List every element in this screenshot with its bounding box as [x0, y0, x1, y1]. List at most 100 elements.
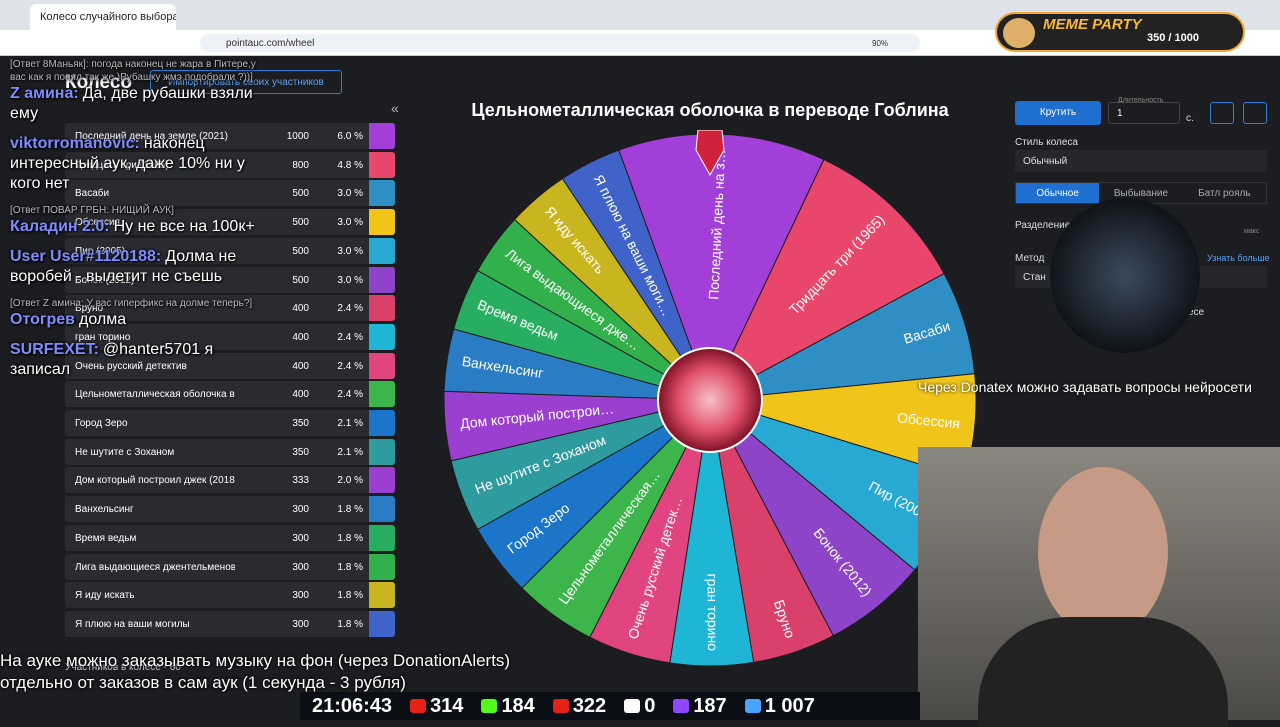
- lot-color: [369, 323, 395, 350]
- lot-name: Я плюю на ваши могилы: [75, 618, 190, 630]
- lot-amount: 300: [292, 590, 309, 602]
- chat-message: [Ответ Z амина: У вас гиперфикс на долме…: [10, 297, 265, 330]
- stat-value: 21:06:43: [312, 694, 393, 717]
- lot-color: [369, 410, 395, 436]
- zoom-level[interactable]: 90%: [872, 39, 889, 48]
- browser-tab[interactable]: Колесо случайного выбора –: [30, 4, 176, 30]
- chat-message: [Ответ 8Маньяк]: погода наконец не жара …: [10, 58, 265, 124]
- learn-more[interactable]: Узнать больше: [1207, 253, 1270, 263]
- duration-input[interactable]: 1: [1108, 102, 1180, 124]
- lot-amount: 500: [292, 188, 309, 200]
- lot-name: Дом который построил джек (2018): [75, 475, 235, 487]
- lot-row: Обсессия 500 3.0 %: [65, 209, 395, 236]
- lot-percent: 6.0 %: [337, 131, 363, 142]
- lot-amount: 400: [292, 303, 309, 315]
- chat-message: viktorromanovic: наконец интересный аук, …: [10, 134, 265, 194]
- chat-overlay: [Ответ 8Маньяк]: погода наконец не жара …: [10, 58, 265, 390]
- lot-row: Бонок (2012) 500 3.0 %: [65, 266, 395, 293]
- lot-color: [369, 237, 395, 264]
- lot-amount: 800: [292, 159, 309, 171]
- chat-line: User User#1120188: Долма не воробей - выл…: [10, 247, 265, 287]
- lot-amount: 350: [292, 446, 309, 458]
- wheel-segment: [708, 158, 945, 402]
- lot-percent: 2.4 %: [337, 303, 363, 315]
- duration-label: Длительность: [1118, 97, 1164, 104]
- wheel[interactable]: Последний день на з… Тридцать три (1965)В…: [440, 130, 980, 670]
- lot-percent: 3.0 %: [337, 217, 363, 229]
- chat-reply: [Ответ 8Маньяк]: погода наконец не жара …: [10, 59, 256, 83]
- lot-amount: 500: [292, 217, 309, 229]
- chat-message: SURFEXET: @hanter5701 я записал: [10, 340, 265, 380]
- lot-color: [369, 438, 395, 465]
- lot-percent: 1.8 %: [337, 618, 363, 630]
- stat-value: 322: [572, 694, 607, 717]
- stat-icon: [624, 699, 641, 713]
- lot-amount: 400: [292, 389, 309, 401]
- ticker-line: отдельно от заказов в сам аук (1 секунда…: [0, 673, 406, 692]
- chat-text: @hanter5701 я записал: [10, 341, 214, 378]
- lot-name: Ванхельсинг: [75, 504, 134, 516]
- stat-icon: [410, 699, 427, 713]
- mode-tab[interactable]: Выбывание: [1113, 188, 1169, 199]
- lot-row: Цельнометаллическая оболочка в переводе.…: [65, 381, 395, 408]
- lot-row: Время ведьм 300 1.8 %: [65, 524, 395, 551]
- chat-message: [Ответ ПОВАР ГРБН: НИЩИЙ АУК] Каладин 2.0…: [10, 204, 265, 237]
- lot-amount: 300: [292, 504, 309, 516]
- max: макс: [1244, 228, 1260, 235]
- stat-icon: [744, 699, 761, 713]
- random-button[interactable]: [1210, 102, 1234, 124]
- lot-percent: 2.0 %: [337, 475, 363, 487]
- lot-row: гран торино 400 2.4 %: [65, 323, 395, 350]
- spin-button[interactable]: Крутить: [1015, 101, 1101, 125]
- wheel-segment: [561, 149, 711, 401]
- lot-name: Время ведьм: [75, 532, 137, 544]
- chat-user: SURFEXET:: [10, 341, 99, 358]
- face: [1038, 467, 1168, 637]
- wheel-center: [657, 347, 763, 453]
- style-select[interactable]: Обычный: [1015, 150, 1267, 172]
- lot-percent: 2.4 %: [337, 360, 363, 372]
- lot-color: [369, 295, 395, 322]
- chat-reply: [Ответ Z амина: У вас гиперфикс на долме…: [10, 298, 253, 309]
- lot-row: Не шутите с Зоханом 350 2.1 %: [65, 438, 395, 465]
- chat-line: Каладин 2.0: Ну не все на 100к+: [10, 217, 265, 237]
- lot-row: Очень русский детектив 400 2.4 %: [65, 352, 395, 379]
- chat-user: Отогрев: [10, 311, 76, 328]
- stat-icon: [673, 699, 690, 713]
- import-button[interactable]: Импортировать своих участников: [150, 70, 342, 94]
- chat-text: долма: [79, 311, 127, 328]
- lot-color: [369, 123, 395, 149]
- brand: MEME PARTY: [1043, 16, 1142, 33]
- collapse[interactable]: «: [391, 100, 399, 116]
- mode-tab[interactable]: Батл рояль: [1198, 188, 1251, 199]
- lot-percent: 3.0 %: [337, 245, 363, 257]
- lot-name: Бонок (2012): [75, 274, 135, 286]
- donatex-note: Через Donatex можно задавать вопросы ней…: [918, 379, 1252, 395]
- mode-tab[interactable]: Обычное: [1016, 183, 1100, 203]
- lot-name: Лига выдающиеся джентельменов: [75, 561, 235, 573]
- lot-name: Не шутите с Зоханом: [75, 446, 175, 458]
- lot-row: Я плюю на ваши могилы 300 1.8 %: [65, 610, 395, 637]
- chat-text: наконец интересный аук, даже 10% ни у ко…: [10, 135, 245, 192]
- participants: Участников в колесе - 60: [65, 662, 181, 673]
- lot-name: Я иду искать: [75, 590, 135, 602]
- music-button[interactable]: [1243, 102, 1267, 124]
- lot-row: Васаби 500 3.0 %: [65, 180, 395, 207]
- chat-line: Отогрев долма: [10, 310, 265, 330]
- lot-color: [369, 467, 395, 494]
- shirt: [978, 617, 1228, 727]
- lot-color: [369, 151, 395, 178]
- lot-row: Последний день на земле (2021) 1000 6.0 %: [65, 123, 395, 149]
- address-bar[interactable]: pointauc.com/wheel: [200, 34, 920, 52]
- lot-name: Васаби: [75, 188, 110, 200]
- stat: 322: [552, 694, 607, 718]
- lot-percent: 4.8 %: [337, 159, 363, 171]
- lot-amount: 300: [292, 532, 309, 544]
- lot-amount: 300: [292, 561, 309, 573]
- wheel-label: гран торино: [704, 573, 721, 651]
- lot-name: Город Зеро: [75, 418, 128, 429]
- lot-row: Ванхельсинг 300 1.8 %: [65, 496, 395, 523]
- stat: 1 007: [744, 695, 815, 718]
